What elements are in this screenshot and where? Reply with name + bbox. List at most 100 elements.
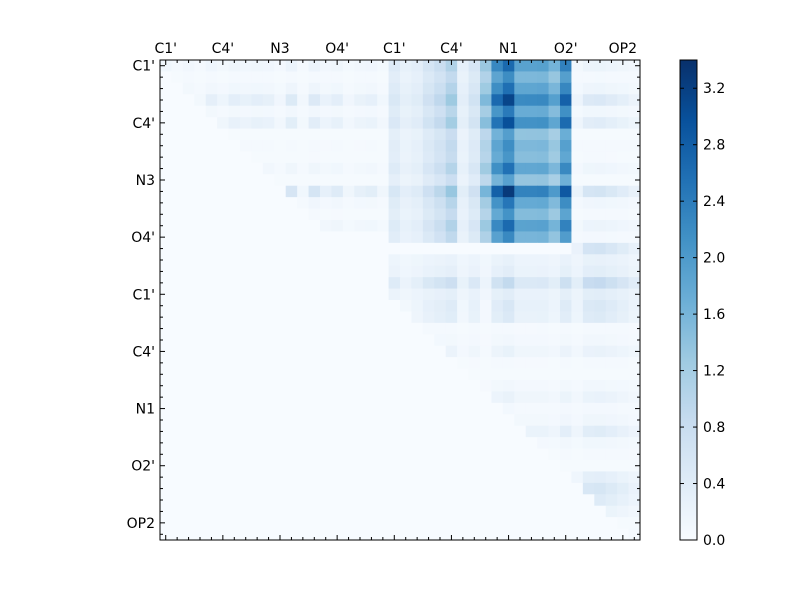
- heatmap-cell: [422, 105, 435, 118]
- heatmap-cell: [228, 82, 241, 95]
- heatmap-cell: [228, 151, 241, 164]
- heatmap-cell: [445, 277, 458, 289]
- heatmap-cell: [228, 94, 241, 107]
- heatmap-cell: [548, 265, 561, 278]
- heatmap-cell: [331, 71, 344, 84]
- heatmap-cell: [537, 437, 549, 449]
- heatmap-cell: [331, 60, 344, 72]
- heatmap-cell: [605, 60, 618, 72]
- heatmap-cell: [240, 117, 252, 129]
- heatmap-cell: [514, 185, 527, 198]
- heatmap-cell: [422, 380, 435, 392]
- heatmap-cell: [617, 448, 629, 461]
- x-axis-tick-labels: C1' C4' N3 O4' C1' C4' N1 O2' OP2: [154, 41, 637, 57]
- heatmap-cell: [480, 345, 492, 358]
- heatmap-cell: [342, 277, 355, 289]
- heatmap-cell: [262, 185, 275, 198]
- heatmap-cell: [411, 460, 424, 472]
- heatmap-cell: [491, 94, 504, 107]
- heatmap-cell: [525, 197, 538, 209]
- colorbar-tick-label: 2.4: [703, 194, 725, 210]
- heatmap-cell: [342, 334, 355, 347]
- heatmap-cell: [171, 471, 184, 484]
- heatmap-cell: [400, 231, 412, 244]
- heatmap-cell: [468, 254, 481, 267]
- heatmap-cell: [194, 437, 207, 449]
- heatmap-cell: [480, 220, 492, 232]
- heatmap-cell: [502, 140, 515, 152]
- heatmap-cell: [274, 60, 287, 72]
- heatmap-cell: [560, 254, 572, 267]
- heatmap-cell: [617, 311, 629, 324]
- heatmap-cell: [582, 60, 595, 72]
- heatmap-cell: [205, 425, 218, 438]
- heatmap-cell: [285, 162, 298, 175]
- heatmap-cell: [320, 208, 332, 221]
- heatmap-cell: [171, 494, 184, 507]
- heatmap-cell: [514, 425, 527, 438]
- heatmap-cell: [228, 288, 241, 301]
- heatmap-cell: [582, 494, 595, 507]
- heatmap-cell: [297, 460, 309, 472]
- heatmap-cell: [525, 60, 538, 72]
- heatmap-cell: [377, 208, 389, 221]
- heatmap-cell: [274, 460, 287, 472]
- heatmap-cell: [617, 174, 629, 187]
- heatmap-cell: [251, 94, 264, 107]
- heatmap-cell: [514, 94, 527, 107]
- heatmap-cell: [400, 288, 412, 301]
- heatmap-cell: [411, 357, 424, 369]
- heatmap-cell: [400, 140, 412, 152]
- heatmap-cell: [628, 220, 641, 232]
- heatmap-cell: [262, 437, 275, 449]
- heatmap-cell: [400, 208, 412, 221]
- heatmap-cell: [422, 208, 435, 221]
- heatmap-cell: [571, 311, 584, 324]
- heatmap-cell: [377, 494, 389, 507]
- heatmap-cell: [502, 242, 515, 255]
- heatmap-cell: [354, 82, 367, 95]
- heatmap-cell: [285, 140, 298, 152]
- heatmap-cell: [491, 140, 504, 152]
- heatmap-cell: [491, 505, 504, 518]
- heatmap-cell: [320, 174, 332, 187]
- heatmap-cell: [160, 254, 172, 267]
- heatmap-cell: [605, 402, 618, 415]
- heatmap-cell: [377, 414, 389, 427]
- heatmap-cell: [342, 162, 355, 175]
- heatmap-cell: [262, 60, 275, 72]
- heatmap-cell: [560, 517, 572, 529]
- heatmap-cell: [502, 151, 515, 164]
- heatmap-cell: [434, 71, 447, 84]
- heatmap-cell: [502, 391, 515, 404]
- heatmap-cell: [342, 94, 355, 107]
- heatmap-cell: [548, 140, 561, 152]
- heatmap-cell: [342, 128, 355, 141]
- heatmap-cell: [582, 288, 595, 301]
- heatmap-cell: [160, 414, 172, 427]
- heatmap-cell: [377, 242, 389, 255]
- heatmap-cell: [285, 391, 298, 404]
- heatmap-cell: [217, 494, 229, 507]
- heatmap-cell: [491, 254, 504, 267]
- heatmap-cell: [171, 185, 184, 198]
- heatmap-cell: [525, 185, 538, 198]
- colorbar-tick-label: 2.0: [703, 251, 725, 267]
- heatmap-cell: [182, 105, 195, 118]
- heatmap-cell: [617, 117, 629, 129]
- heatmap-cell: [217, 140, 229, 152]
- heatmap-cell: [525, 391, 538, 404]
- heatmap-cell: [525, 208, 538, 221]
- heatmap-cell: [240, 425, 252, 438]
- heatmap-cell: [331, 140, 344, 152]
- heatmap-cell: [342, 208, 355, 221]
- heatmap-cell: [628, 288, 641, 301]
- heatmap-cell: [514, 162, 527, 175]
- heatmap-cell: [548, 300, 561, 312]
- heatmap-cell: [582, 174, 595, 187]
- heatmap-cell: [480, 357, 492, 369]
- heatmap-cell: [377, 368, 389, 381]
- heatmap-cell: [182, 357, 195, 369]
- heatmap-cell: [354, 505, 367, 518]
- heatmap-cell: [320, 277, 332, 289]
